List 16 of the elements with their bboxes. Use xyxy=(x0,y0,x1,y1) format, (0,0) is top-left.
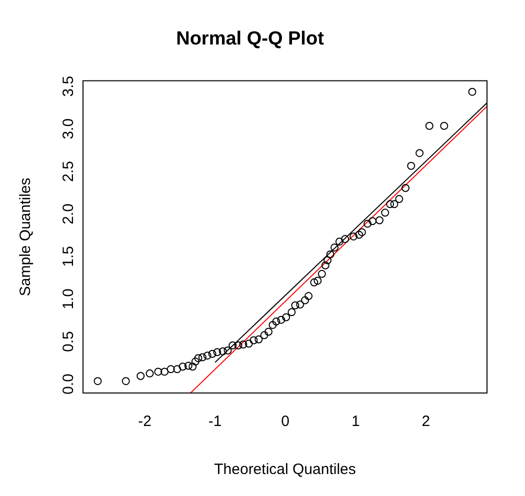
x-tick-label: -2 xyxy=(138,413,152,430)
x-tick-label: 2 xyxy=(422,413,430,430)
chart-title: Normal Q-Q Plot xyxy=(176,28,325,50)
y-tick-label: 3.5 xyxy=(60,76,78,97)
y-tick-label: 0.0 xyxy=(60,374,78,394)
y-tick-label: 1.5 xyxy=(60,246,78,267)
y-tick-label: 2.5 xyxy=(60,160,78,182)
x-tick-label: 1 xyxy=(351,413,360,430)
y-axis-title: Sample Quantiles xyxy=(17,178,34,296)
y-tick-label: 0.5 xyxy=(60,331,78,352)
x-axis-title: Theoretical Quantiles xyxy=(214,461,356,478)
x-tick-label: 0 xyxy=(281,413,290,430)
y-tick-label: 2.0 xyxy=(60,204,78,224)
y-tick-label: 3.0 xyxy=(60,118,78,140)
y-tick-label: 1.0 xyxy=(60,288,78,310)
x-tick-label: -1 xyxy=(208,413,222,430)
